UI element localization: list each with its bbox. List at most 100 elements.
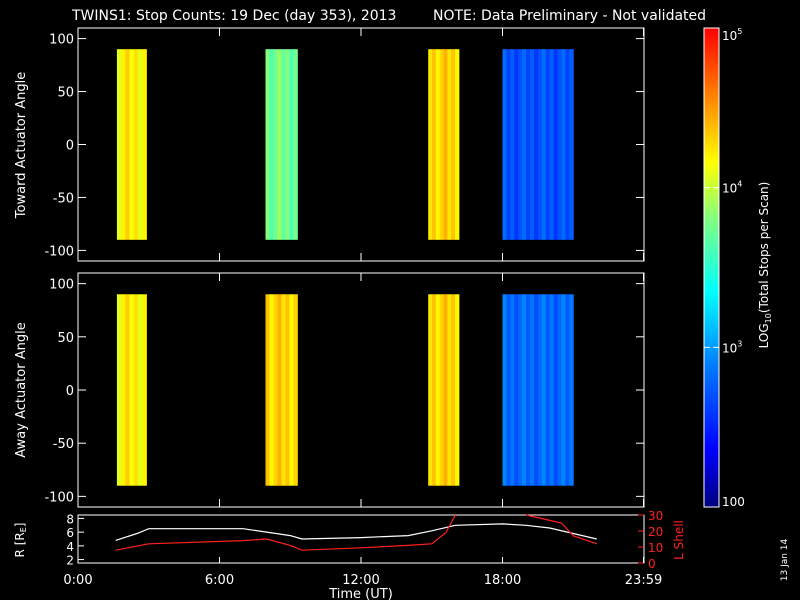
heatmap-cell xyxy=(129,49,135,240)
date-stamp: 13 Jan 14 xyxy=(780,538,790,581)
y2tick-label: 20 xyxy=(648,525,663,539)
heatmap-cell xyxy=(125,294,131,486)
radius-series-line xyxy=(115,523,597,541)
heatmap-cell xyxy=(541,294,547,486)
ytick-label: 100 xyxy=(49,278,74,293)
heatmap-cell xyxy=(265,294,270,486)
colorbar-tick-label: 104 xyxy=(722,180,742,196)
ytick-label: 6 xyxy=(66,526,74,540)
ytick-label: 50 xyxy=(57,86,74,101)
heatmap-cell xyxy=(432,294,437,486)
xtick-label: 23:59 xyxy=(625,573,662,588)
heatmap-cell xyxy=(545,49,551,240)
heatmap-cell xyxy=(557,294,562,486)
heatmap-cell xyxy=(553,294,559,486)
heatmap-cell xyxy=(116,49,122,240)
heatmap-cell xyxy=(537,49,543,240)
toward-ylabel: Toward Actuator Angle xyxy=(14,72,29,219)
heatmap-cell xyxy=(502,294,507,486)
heatmap-cell xyxy=(522,49,527,240)
heatmap-cell xyxy=(285,49,290,240)
heatmap-cell xyxy=(553,49,559,240)
heatmap-cell xyxy=(269,49,274,240)
heatmap-cell xyxy=(549,49,555,240)
heatmap-cell xyxy=(439,294,445,486)
ytick-label: -100 xyxy=(44,490,74,505)
heatmap-cell xyxy=(293,49,298,240)
heatmap-cell xyxy=(545,294,551,486)
chart-title: TWINS1: Stop Counts: 19 Dec (day 353), 2… xyxy=(71,8,396,24)
heatmap-cell xyxy=(569,49,574,240)
heatmap-cell xyxy=(116,294,122,486)
heatmap-cell xyxy=(435,49,441,240)
heatmap-cell xyxy=(142,49,147,240)
heatmap-cell xyxy=(133,49,139,240)
preliminary-note: NOTE: Data Preliminary - Not validated xyxy=(433,8,706,24)
heatmap-cell xyxy=(561,294,566,486)
colorbar-tick-label: 103 xyxy=(722,339,742,355)
heatmap-cell xyxy=(565,49,570,240)
ytick-label: -50 xyxy=(53,191,74,206)
ytick-label: 50 xyxy=(57,331,74,346)
heatmap-cell xyxy=(443,294,448,486)
heatmap-cell xyxy=(269,294,274,486)
heatmap-cell xyxy=(533,49,539,240)
heatmap-cell xyxy=(455,294,460,486)
xtick-label: 12:00 xyxy=(342,573,379,588)
heatmap-cell xyxy=(530,49,535,240)
heatmap-cell xyxy=(121,294,126,486)
colorbar-tick-label: 105 xyxy=(722,27,742,43)
y2tick-label: 10 xyxy=(648,541,663,555)
heatmap-cell xyxy=(506,49,511,240)
heatmap-cell xyxy=(522,294,527,486)
ytick-label: 0 xyxy=(66,139,74,154)
ytick-label: 100 xyxy=(49,33,74,48)
heatmap-cell xyxy=(277,294,282,486)
heatmap-cell xyxy=(293,294,298,486)
heatmap-cell xyxy=(541,49,547,240)
heatmap-cell xyxy=(502,49,507,240)
heatmap-cell xyxy=(557,49,562,240)
radius-ylabel: R [RE] xyxy=(13,523,28,558)
heatmap-cell xyxy=(510,294,515,486)
heatmap-cell xyxy=(428,294,433,486)
xtick-label: 18:00 xyxy=(484,573,521,588)
xtick-label: 6:00 xyxy=(205,573,234,588)
ytick-label: 8 xyxy=(66,512,74,526)
y2tick-label: 0 xyxy=(648,557,656,571)
toward-heatmap: 100 50 0 -50 -100 xyxy=(44,28,645,261)
lshell-series-line xyxy=(115,514,456,551)
lshell-ylabel: L Shell xyxy=(672,520,686,560)
heatmap-cell xyxy=(561,49,566,240)
time-xlabel: Time (UT) xyxy=(328,587,393,600)
heatmap-cell xyxy=(281,294,286,486)
heatmap-cell xyxy=(569,294,574,486)
heatmap-cell xyxy=(428,49,433,240)
heatmap-cell xyxy=(133,294,139,486)
heatmap-cell xyxy=(506,294,511,486)
heatmap-cell xyxy=(142,294,147,486)
heatmap-cell xyxy=(549,294,555,486)
heatmap-cell xyxy=(510,49,515,240)
heatmap-cell xyxy=(129,294,135,486)
ytick-label: -50 xyxy=(53,437,74,452)
heatmap-cell xyxy=(273,294,278,486)
heatmap-cell xyxy=(518,49,523,240)
lshell-series-line xyxy=(525,514,597,545)
heatmap-cell xyxy=(451,49,456,240)
heatmap-cell xyxy=(281,49,286,240)
colorbar-tick-label: 100 xyxy=(722,495,745,509)
heatmap-cell xyxy=(273,49,278,240)
heatmap-cell xyxy=(447,294,452,486)
heatmap-cell xyxy=(455,49,460,240)
heatmap-cell xyxy=(439,49,445,240)
heatmap-cell xyxy=(530,294,535,486)
heatmap-cell xyxy=(125,49,131,240)
heatmap-cell xyxy=(451,294,456,486)
xtick-label: 0:00 xyxy=(63,573,92,588)
heatmap-cell xyxy=(121,49,126,240)
heatmap-cell xyxy=(443,49,448,240)
heatmap-cell xyxy=(526,49,531,240)
ytick-label: 2 xyxy=(66,554,74,568)
